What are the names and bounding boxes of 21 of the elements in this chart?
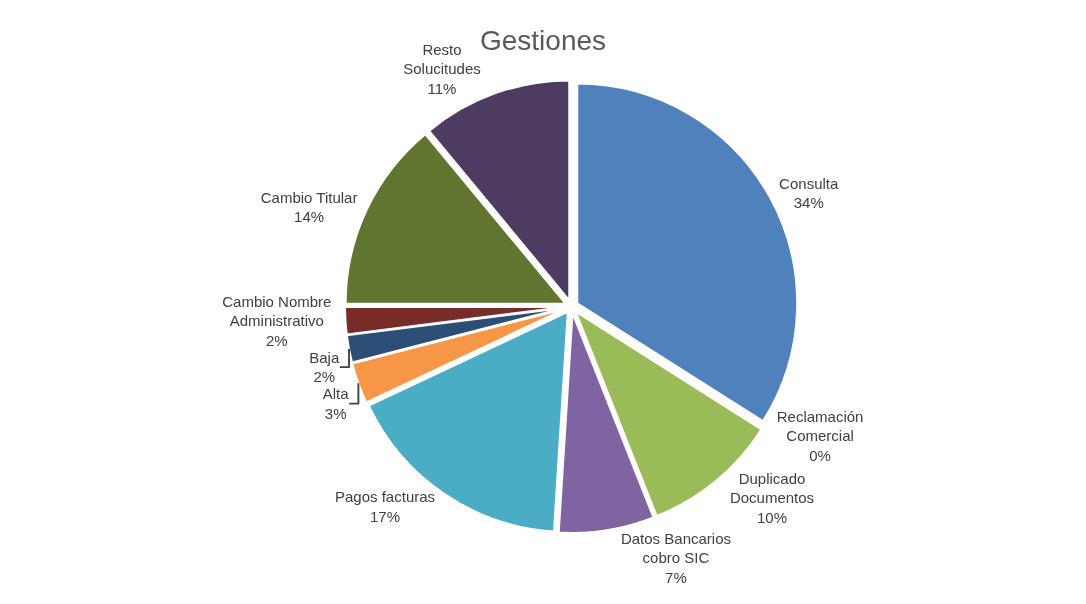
category-label: Reclamación Comercial (776, 407, 864, 445)
chart-title: Gestiones (479, 24, 607, 56)
data-label: 11% (427, 79, 457, 97)
data-label: 17% (370, 507, 401, 525)
slice-label: Datos Bancarios cobro SIC (620, 529, 731, 567)
data-label: 2% (265, 331, 288, 349)
data-label: 10% (756, 508, 787, 526)
data-label: 7% (665, 568, 687, 586)
slice-label: Cambio Titular (260, 188, 358, 206)
text: 0% (809, 446, 831, 464)
slice-label: Alta (322, 385, 350, 403)
slice-label: Baja (309, 348, 340, 366)
data-label: 14% (294, 208, 325, 225)
slice-label: Pagos facturas (335, 488, 436, 506)
data-label: 2% (313, 368, 336, 386)
data-label: 3% (324, 404, 347, 422)
slice-label: Resto Solucitudes (403, 40, 481, 78)
slice-label: Cambio Nombre Administrativo (222, 292, 332, 330)
slice-label: Duplicado Documentos (729, 469, 815, 507)
slice-label: Consulta (779, 174, 839, 192)
data-label: 34% (793, 194, 824, 212)
